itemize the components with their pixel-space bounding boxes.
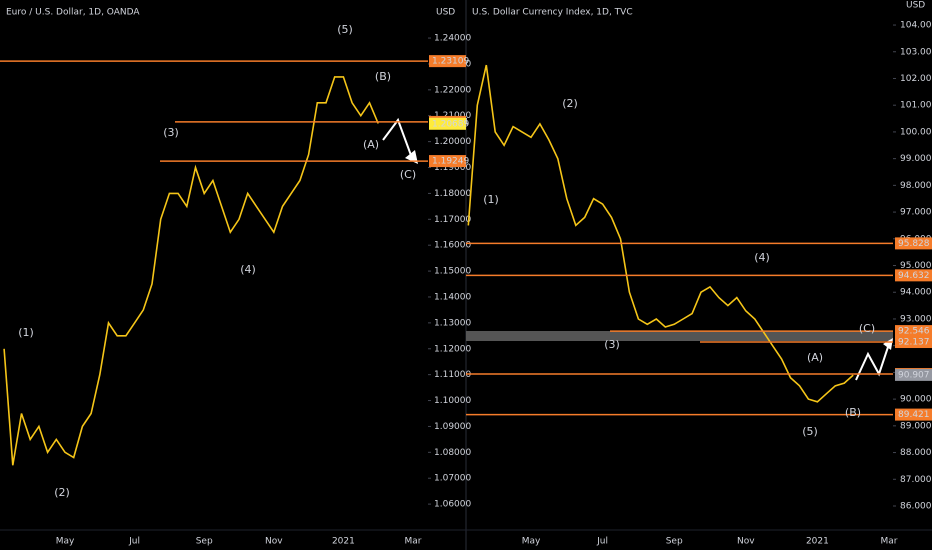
last-price-label: 90.907 bbox=[898, 370, 930, 380]
x-tick-label: Jul bbox=[128, 537, 140, 547]
level-label-box bbox=[895, 408, 932, 421]
chart-title: Euro / U.S. Dollar, 1D, OANDA bbox=[6, 8, 140, 18]
wave-label: (3) bbox=[163, 126, 179, 139]
y-tick-label: 87.000 bbox=[900, 475, 932, 485]
level-label: 1.23109 bbox=[432, 57, 469, 67]
y-tick-label: 102.000 bbox=[900, 74, 932, 84]
y-tick-label: 1.22000 bbox=[434, 85, 471, 95]
y-tick-label: 99.000 bbox=[900, 154, 932, 164]
y-tick-label: 1.16000 bbox=[434, 241, 471, 251]
wave-label: (1) bbox=[483, 193, 499, 206]
x-tick-label: May bbox=[56, 537, 75, 547]
level-label-box bbox=[895, 336, 932, 349]
y-tick-label: 93.000 bbox=[900, 314, 932, 324]
wave-label: (2) bbox=[54, 486, 70, 499]
y-tick-label: 1.09000 bbox=[434, 422, 471, 432]
level-label: 94.632 bbox=[898, 271, 930, 281]
y-tick-label: 94.000 bbox=[900, 288, 932, 298]
projection-arrow bbox=[855, 343, 890, 381]
projection-arrow bbox=[382, 117, 413, 159]
zone bbox=[466, 331, 893, 341]
y-tick-label: 1.18000 bbox=[434, 189, 471, 199]
y-tick-label: 90.000 bbox=[900, 395, 932, 405]
x-tick-label: Sep bbox=[196, 537, 213, 547]
y-tick-label: 1.17000 bbox=[434, 215, 471, 225]
x-tick-label: Mar bbox=[881, 537, 898, 547]
wave-label: (2) bbox=[562, 97, 578, 110]
wave-label: (A) bbox=[807, 351, 823, 364]
x-tick-label: 2021 bbox=[806, 537, 829, 547]
x-tick-label: Jul bbox=[596, 537, 608, 547]
level-label-box bbox=[429, 155, 466, 168]
last-price-box bbox=[429, 117, 466, 130]
wave-label: (5) bbox=[802, 425, 818, 438]
y-tick-label: 103.000 bbox=[900, 47, 932, 57]
wave-label: (C) bbox=[859, 322, 875, 335]
wave-label: (1) bbox=[18, 326, 34, 339]
currency-label: USD bbox=[906, 1, 925, 11]
price-line bbox=[3, 76, 379, 466]
level-label: 89.421 bbox=[898, 410, 930, 420]
wave-label: (A) bbox=[363, 138, 379, 151]
y-tick-label: 1.07000 bbox=[434, 474, 471, 484]
y-tick-label: 1.15000 bbox=[434, 267, 471, 277]
level-label-box bbox=[895, 325, 932, 338]
level-label: 92.137 bbox=[898, 338, 930, 348]
y-tick-label: 1.14000 bbox=[434, 292, 471, 302]
y-tick-label: 86.000 bbox=[900, 502, 932, 512]
level-label: 92.546 bbox=[898, 327, 930, 337]
level-label: 95.828 bbox=[898, 239, 930, 249]
y-tick-label: 1.12000 bbox=[434, 344, 471, 354]
level-label-box bbox=[895, 269, 932, 282]
y-tick-label: 89.000 bbox=[900, 421, 932, 431]
last-price-box bbox=[895, 368, 932, 381]
x-tick-label: Sep bbox=[666, 537, 683, 547]
y-tick-label: 95.000 bbox=[900, 261, 932, 271]
y-tick-label: 97.000 bbox=[900, 208, 932, 218]
y-tick-label: 1.10000 bbox=[434, 396, 471, 406]
y-tick-label: 1.19000 bbox=[434, 163, 471, 173]
y-tick-label: 98.000 bbox=[900, 181, 932, 191]
y-tick-label: 1.24000 bbox=[434, 34, 471, 44]
x-tick-label: Mar bbox=[405, 537, 422, 547]
y-tick-label: 1.13000 bbox=[434, 318, 471, 328]
last-price-label: 1.20689 bbox=[432, 119, 469, 129]
wave-label: (3) bbox=[604, 338, 620, 351]
arrow-head bbox=[883, 338, 893, 350]
level-label: 1.19249 bbox=[432, 157, 469, 167]
currency-label: USD bbox=[436, 8, 455, 18]
x-tick-label: Nov bbox=[737, 537, 755, 547]
wave-label: (B) bbox=[375, 70, 391, 83]
x-tick-label: May bbox=[522, 537, 541, 547]
level-label-box bbox=[429, 55, 466, 68]
y-tick-label: 1.06000 bbox=[434, 500, 471, 510]
y-tick-label: 88.000 bbox=[900, 448, 932, 458]
x-tick-label: Nov bbox=[265, 537, 283, 547]
wave-label: (B) bbox=[845, 406, 861, 419]
y-tick-label: 1.20000 bbox=[434, 137, 471, 147]
x-tick-label: 2021 bbox=[332, 537, 355, 547]
y-tick-label: 1.11000 bbox=[434, 370, 471, 380]
y-tick-label: 1.08000 bbox=[434, 448, 471, 458]
level-label-box bbox=[895, 237, 932, 250]
wave-label: (5) bbox=[337, 23, 353, 36]
y-tick-label: 104.000 bbox=[900, 21, 932, 31]
chart-title: U.S. Dollar Currency Index, 1D, TVC bbox=[472, 8, 633, 18]
y-tick-label: 101.000 bbox=[900, 101, 932, 111]
wave-label: (4) bbox=[240, 263, 256, 276]
wave-label: (4) bbox=[754, 251, 770, 264]
y-tick-label: 100.000 bbox=[900, 127, 932, 137]
wave-label: (C) bbox=[400, 168, 416, 181]
